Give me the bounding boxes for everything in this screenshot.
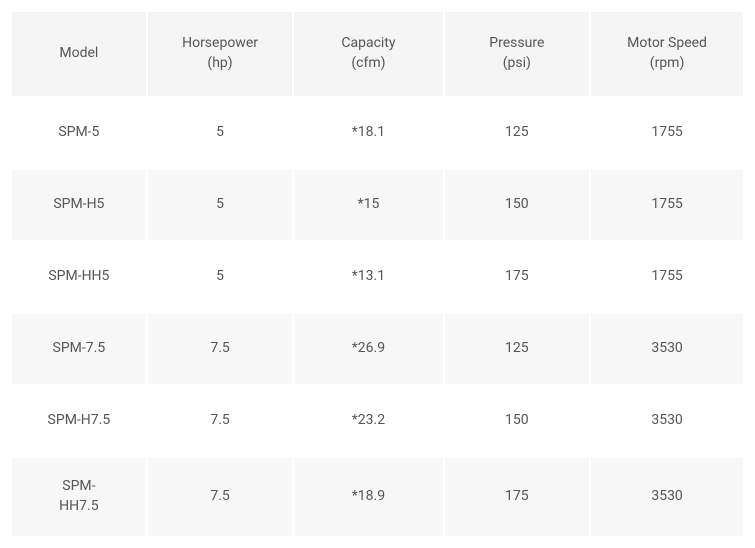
spec-table: Model Horsepower (hp) Capacity (cfm) Pre… [10,10,745,538]
cell-capacity: *18.1 [294,98,442,168]
cell-capacity: *18.9 [294,458,442,536]
cell-model: SPM-5 [12,98,146,168]
cell-speed: 3530 [591,458,743,536]
col-header-unit: (psi) [503,55,531,71]
cell-hp: 5 [148,170,293,240]
cell-capacity: *15 [294,170,442,240]
cell-pressure: 150 [445,386,590,456]
cell-pressure: 175 [445,458,590,536]
cell-hp: 5 [148,98,293,168]
col-header-pressure: Pressure (psi) [445,12,590,96]
col-header-speed: Motor Speed (rpm) [591,12,743,96]
col-header-label: Pressure [489,35,544,51]
cell-pressure: 125 [445,98,590,168]
cell-model: SPM-7.5 [12,314,146,384]
col-header-label: Horsepower [182,35,258,51]
cell-model: SPM-H5 [12,170,146,240]
cell-model: SPM- HH7.5 [12,458,146,536]
col-header-unit: (hp) [207,55,232,71]
cell-speed: 1755 [591,242,743,312]
table-header-row: Model Horsepower (hp) Capacity (cfm) Pre… [12,12,743,96]
table-row: SPM-H5 5 *15 150 1755 [12,170,743,240]
table-row: SPM-5 5 *18.1 125 1755 [12,98,743,168]
cell-pressure: 175 [445,242,590,312]
col-header-hp: Horsepower (hp) [148,12,293,96]
table-row: SPM-HH5 5 *13.1 175 1755 [12,242,743,312]
cell-pressure: 150 [445,170,590,240]
cell-speed: 3530 [591,314,743,384]
cell-model: SPM-HH5 [12,242,146,312]
cell-hp: 5 [148,242,293,312]
cell-speed: 1755 [591,170,743,240]
cell-speed: 3530 [591,386,743,456]
col-header-label: Model [59,45,98,61]
table-row: SPM-7.5 7.5 *26.9 125 3530 [12,314,743,384]
table-row: SPM- HH7.5 7.5 *18.9 175 3530 [12,458,743,536]
cell-pressure: 125 [445,314,590,384]
cell-capacity: *23.2 [294,386,442,456]
cell-capacity: *13.1 [294,242,442,312]
col-header-label: Motor Speed [627,35,707,51]
cell-model-line2: HH7.5 [59,498,98,514]
table-row: SPM-H7.5 7.5 *23.2 150 3530 [12,386,743,456]
cell-capacity: *26.9 [294,314,442,384]
cell-hp: 7.5 [148,314,293,384]
cell-model-line1: SPM- [62,478,95,494]
col-header-unit: (cfm) [351,55,385,71]
col-header-capacity: Capacity (cfm) [294,12,442,96]
cell-hp: 7.5 [148,458,293,536]
col-header-label: Capacity [341,35,395,51]
col-header-unit: (rpm) [650,55,685,71]
cell-speed: 1755 [591,98,743,168]
spec-table-container: Model Horsepower (hp) Capacity (cfm) Pre… [10,10,745,538]
cell-hp: 7.5 [148,386,293,456]
col-header-model: Model [12,12,146,96]
cell-model: SPM-H7.5 [12,386,146,456]
